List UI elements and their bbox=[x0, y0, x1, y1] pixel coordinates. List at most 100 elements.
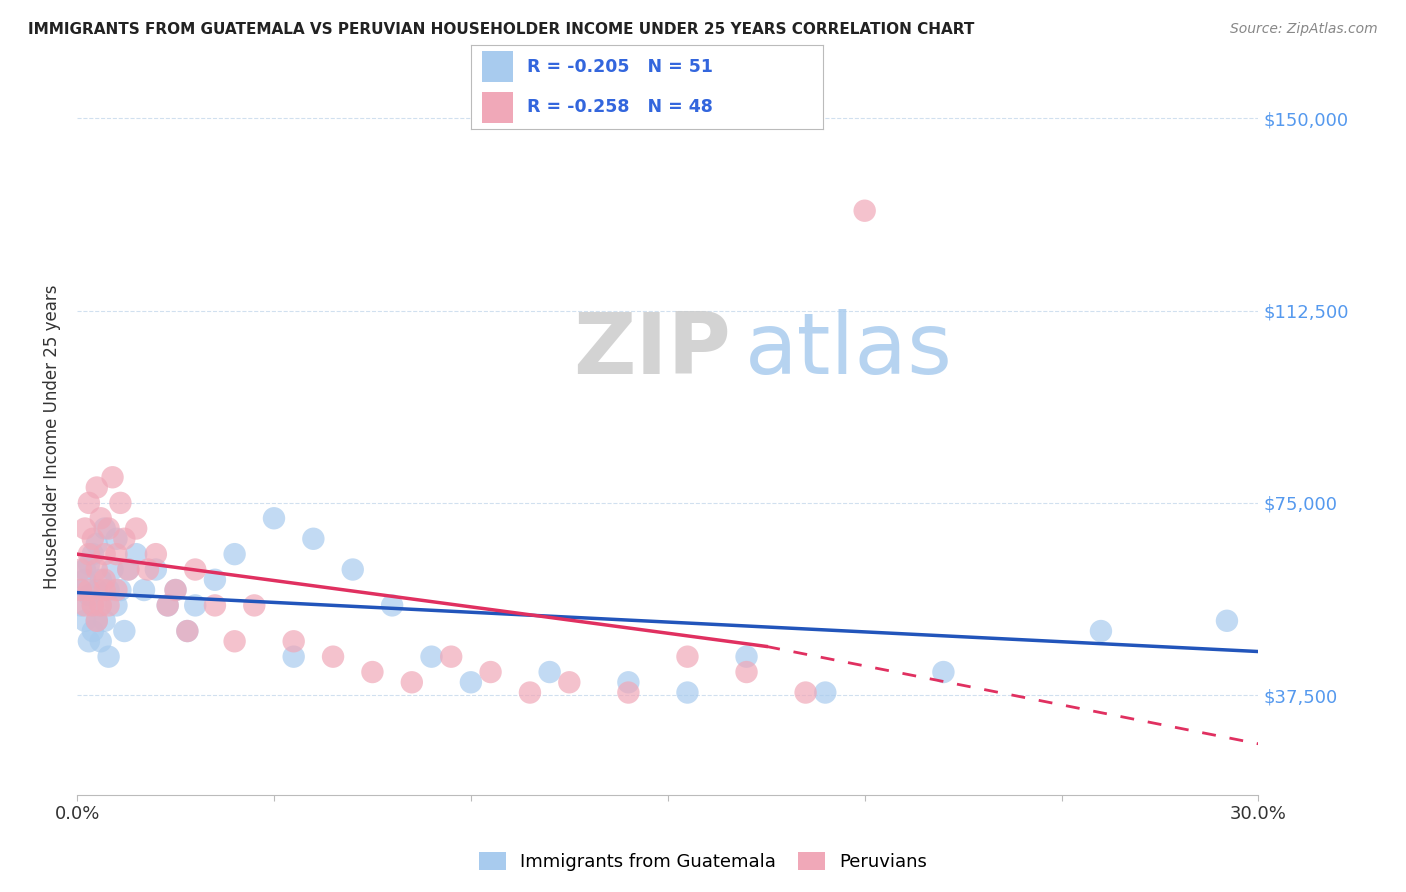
Point bbox=[77, 588, 100, 602]
Text: IMMIGRANTS FROM GUATEMALA VS PERUVIAN HOUSEHOLDER INCOME UNDER 25 YEARS CORRELAT: IMMIGRANTS FROM GUATEMALA VS PERUVIAN HO… bbox=[28, 22, 974, 37]
Point bbox=[77, 547, 100, 561]
Point bbox=[97, 522, 120, 536]
Point bbox=[86, 481, 108, 495]
Point bbox=[97, 582, 120, 597]
Text: ZIP: ZIP bbox=[574, 309, 731, 392]
Point bbox=[224, 547, 246, 561]
FancyBboxPatch shape bbox=[482, 52, 513, 82]
Point bbox=[156, 599, 179, 613]
Y-axis label: Householder Income Under 25 years: Householder Income Under 25 years bbox=[44, 284, 60, 589]
Point bbox=[73, 614, 96, 628]
Point bbox=[145, 547, 167, 561]
Point bbox=[243, 599, 266, 613]
Point bbox=[105, 582, 128, 597]
Point bbox=[1090, 624, 1112, 638]
Point bbox=[125, 522, 148, 536]
Point bbox=[145, 562, 167, 576]
Point bbox=[112, 532, 135, 546]
Point bbox=[90, 599, 112, 613]
Point bbox=[302, 532, 325, 546]
Point bbox=[1216, 614, 1239, 628]
Point bbox=[70, 599, 93, 613]
Point bbox=[156, 599, 179, 613]
Point bbox=[401, 675, 423, 690]
Point bbox=[460, 675, 482, 690]
Point bbox=[342, 562, 364, 576]
Point bbox=[105, 532, 128, 546]
Point bbox=[86, 614, 108, 628]
Point bbox=[263, 511, 285, 525]
Text: Source: ZipAtlas.com: Source: ZipAtlas.com bbox=[1230, 22, 1378, 37]
Point bbox=[93, 573, 115, 587]
Point bbox=[136, 562, 159, 576]
Point bbox=[82, 599, 104, 613]
Point bbox=[97, 599, 120, 613]
FancyBboxPatch shape bbox=[482, 92, 513, 122]
Point bbox=[73, 573, 96, 587]
Point bbox=[440, 649, 463, 664]
Point bbox=[617, 675, 640, 690]
Point bbox=[70, 582, 93, 597]
Point bbox=[676, 649, 699, 664]
Point bbox=[361, 665, 384, 679]
Point bbox=[735, 665, 758, 679]
Point bbox=[224, 634, 246, 648]
Point bbox=[93, 547, 115, 561]
Point bbox=[110, 582, 132, 597]
Point bbox=[70, 562, 93, 576]
Point bbox=[176, 624, 198, 638]
Point bbox=[932, 665, 955, 679]
Point bbox=[117, 562, 139, 576]
Point bbox=[176, 624, 198, 638]
Point bbox=[105, 599, 128, 613]
Point bbox=[77, 582, 100, 597]
Point bbox=[93, 582, 115, 597]
Point bbox=[82, 624, 104, 638]
Point bbox=[204, 573, 226, 587]
Point bbox=[93, 522, 115, 536]
Point bbox=[538, 665, 561, 679]
Text: R = -0.205   N = 51: R = -0.205 N = 51 bbox=[527, 58, 713, 76]
Point bbox=[97, 649, 120, 664]
Legend: Immigrants from Guatemala, Peruvians: Immigrants from Guatemala, Peruvians bbox=[471, 845, 935, 879]
Point bbox=[519, 685, 541, 699]
Text: atlas: atlas bbox=[745, 309, 952, 392]
Point bbox=[90, 634, 112, 648]
Point bbox=[73, 599, 96, 613]
Point bbox=[82, 532, 104, 546]
Point bbox=[165, 582, 187, 597]
Point bbox=[283, 634, 305, 648]
Point bbox=[101, 470, 124, 484]
Point bbox=[110, 496, 132, 510]
Point bbox=[101, 562, 124, 576]
Point bbox=[558, 675, 581, 690]
Point bbox=[814, 685, 837, 699]
Point bbox=[204, 599, 226, 613]
Point bbox=[90, 511, 112, 525]
Point bbox=[77, 558, 100, 572]
Point bbox=[105, 547, 128, 561]
Point bbox=[853, 203, 876, 218]
Point bbox=[617, 685, 640, 699]
Point bbox=[735, 649, 758, 664]
Point bbox=[73, 522, 96, 536]
Point bbox=[82, 547, 104, 561]
Point bbox=[165, 582, 187, 597]
Point bbox=[77, 496, 100, 510]
Point bbox=[794, 685, 817, 699]
Point bbox=[322, 649, 344, 664]
Point bbox=[184, 562, 207, 576]
Point bbox=[77, 634, 100, 648]
Point bbox=[184, 599, 207, 613]
Point bbox=[283, 649, 305, 664]
Point bbox=[676, 685, 699, 699]
Point bbox=[73, 562, 96, 576]
Point bbox=[90, 599, 112, 613]
Point bbox=[112, 624, 135, 638]
Point bbox=[86, 582, 108, 597]
Point bbox=[125, 547, 148, 561]
Text: R = -0.258   N = 48: R = -0.258 N = 48 bbox=[527, 98, 713, 116]
Point bbox=[420, 649, 443, 664]
Point bbox=[117, 562, 139, 576]
Point bbox=[381, 599, 404, 613]
